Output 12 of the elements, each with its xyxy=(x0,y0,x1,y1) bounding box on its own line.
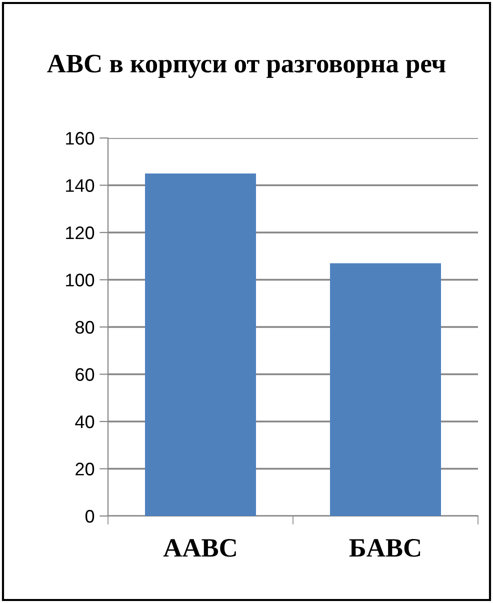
y-tick-label: 60 xyxy=(76,368,94,381)
y-tick-label: 100 xyxy=(66,274,94,286)
x-tick-label: AABC xyxy=(163,539,236,557)
x-tick-label: БABC xyxy=(349,539,420,557)
y-tick-label: 160 xyxy=(66,132,94,145)
y-tick-label: 40 xyxy=(75,415,94,428)
y-tick-label: 120 xyxy=(66,226,94,240)
y-tick-label: 80 xyxy=(76,320,94,334)
y-tick-label: 140 xyxy=(66,179,94,192)
y-tick-label: 0 xyxy=(85,510,94,523)
chart-title: ABC в корпуси от разговорна реч xyxy=(47,54,446,78)
y-tick-label: 20 xyxy=(76,462,94,476)
